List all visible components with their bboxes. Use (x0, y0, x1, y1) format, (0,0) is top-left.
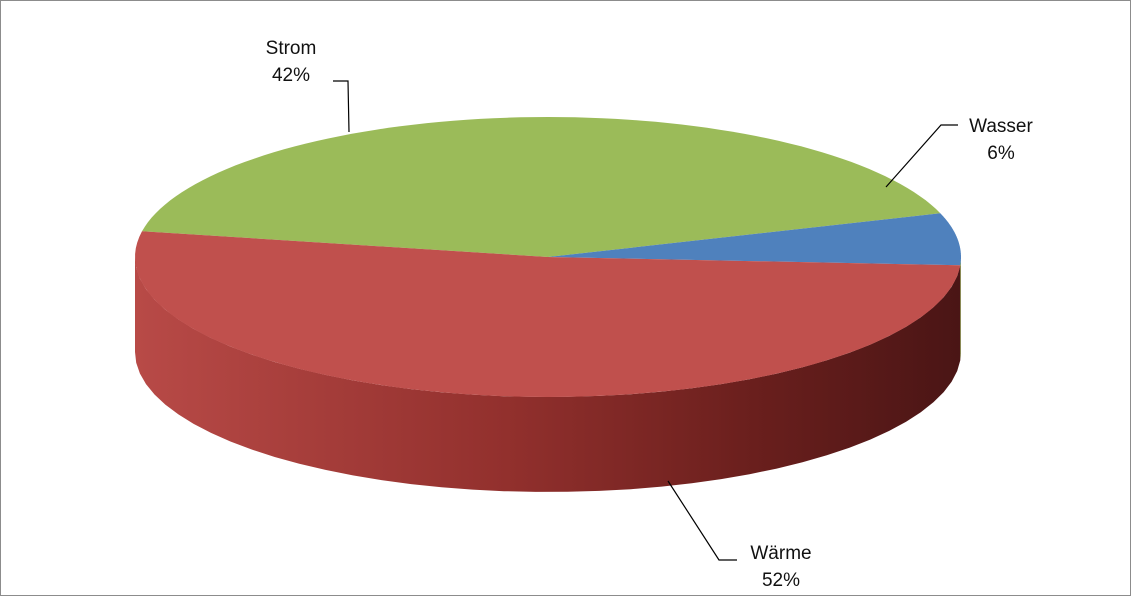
leader-line-strom (333, 80, 350, 133)
pie-slice-waerme[interactable] (135, 231, 961, 397)
slice-label-wasser-value: 6% (987, 143, 1015, 164)
pie-sides (135, 257, 961, 492)
leader-line-wasser (885, 124, 958, 188)
slice-label-strom-name: Strom (266, 38, 317, 59)
pie-side-wasser (960, 257, 961, 361)
pie-side-waerme (135, 257, 961, 492)
leader-line-waerme (667, 480, 737, 561)
slice-label-waerme-name: Wärme (750, 543, 811, 564)
slice-label-wasser-name: Wasser (969, 116, 1033, 137)
slice-label-strom-value: 42% (272, 65, 310, 86)
slice-label-waerme-value: 52% (762, 570, 800, 591)
pie-tops (135, 117, 961, 397)
pie-slice-wasser[interactable] (548, 213, 961, 266)
pie-slice-strom[interactable] (142, 117, 941, 257)
